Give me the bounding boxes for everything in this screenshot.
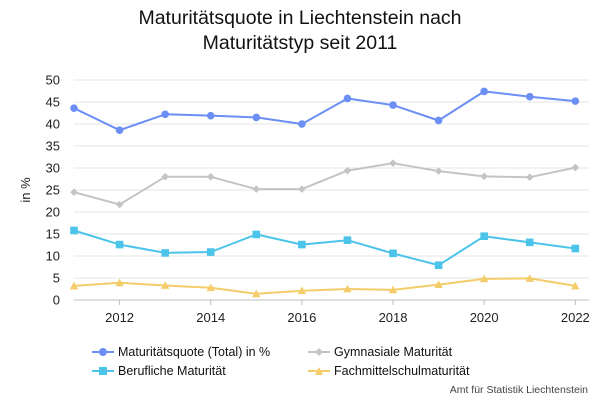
- data-point-2-2015: [252, 230, 261, 239]
- source-credit: Amt für Statistik Liechtenstein: [449, 384, 588, 396]
- data-point-2-2021: [525, 238, 534, 247]
- data-point-3-2022: [571, 281, 580, 290]
- y-tick-label-20: 20: [46, 205, 60, 220]
- data-point-0-2013: [161, 110, 169, 119]
- x-tick-label-2014: 2014: [196, 310, 225, 325]
- data-point-0-2022: [571, 97, 580, 105]
- grid-lines: [74, 79, 589, 301]
- x-tick-label-2016: 2016: [287, 310, 316, 325]
- data-point-2-2013: [161, 249, 169, 257]
- y-tick-label-40: 40: [46, 117, 60, 132]
- chart-title-line-2: Maturitätstyp seit 2011: [202, 32, 398, 54]
- x-axis: 2012 2014 2016 2018 2020 2022: [105, 300, 590, 325]
- data-point-0-2019: [434, 116, 443, 125]
- data-point-3-2015: [252, 289, 261, 298]
- x-tick-label-2020: 2020: [470, 310, 499, 325]
- data-point-2-2011: [70, 226, 78, 235]
- y-axis-title: in %: [18, 177, 33, 203]
- legend-swatch-fachmittelschul: [308, 367, 330, 375]
- data-point-0-2012: [115, 126, 124, 134]
- series-line-1: [73, 162, 576, 206]
- y-tick-label-15: 15: [46, 227, 60, 242]
- data-point-1-2013: [161, 173, 169, 181]
- data-point-2-2017: [343, 236, 352, 244]
- y-tick-label-10: 10: [46, 249, 60, 264]
- data-point-0-2018: [389, 101, 397, 109]
- legend-label-beruflich: Berufliche Maturität: [118, 364, 226, 378]
- data-point-3-2018: [388, 285, 398, 294]
- data-point-3-2016: [297, 286, 307, 295]
- data-point-0-2021: [525, 92, 534, 101]
- data-point-1-2014: [206, 173, 215, 181]
- data-point-0-2016: [298, 120, 306, 128]
- data-point-2-2020: [480, 232, 488, 240]
- data-point-3-2013: [160, 281, 170, 289]
- data-point-1-2016: [298, 185, 306, 193]
- legend-item-gymnasial[interactable]: Gymnasiale Maturität: [308, 345, 452, 359]
- data-point-0-2020: [480, 87, 488, 96]
- legend-item-beruflich[interactable]: Berufliche Maturität: [92, 364, 226, 378]
- chart-title: Maturitätsquote in Liechtenstein nach Ma…: [0, 6, 600, 56]
- data-point-2-2016: [298, 240, 306, 249]
- y-tick-label-0: 0: [53, 293, 60, 308]
- data-point-0-2015: [252, 113, 261, 122]
- series-line-0: [73, 90, 576, 132]
- legend-swatch-gymnasial: [308, 348, 330, 356]
- data-point-1-2018: [389, 159, 397, 167]
- data-point-2-2019: [434, 261, 443, 270]
- legend-label-fachmittelschul: Fachmittelschulmaturität: [334, 364, 470, 378]
- data-point-1-2021: [525, 173, 534, 182]
- y-tick-label-30: 30: [46, 161, 60, 176]
- series-3: [69, 274, 580, 298]
- y-tick-label-35: 35: [46, 139, 60, 154]
- y-tick-label-50: 50: [46, 73, 60, 88]
- x-tick-label-2022: 2022: [561, 310, 590, 325]
- y-tick-label-45: 45: [46, 95, 60, 110]
- x-tick-label-2018: 2018: [379, 310, 408, 325]
- data-point-2-2012: [115, 240, 124, 249]
- series-1: [70, 159, 580, 209]
- legend-item-total[interactable]: Maturitätsquote (Total) in %: [92, 345, 270, 359]
- legend-label-total: Maturitätsquote (Total) in %: [118, 345, 271, 359]
- data-point-2-2014: [206, 248, 215, 256]
- series-0: [70, 87, 580, 134]
- data-point-1-2017: [343, 166, 352, 175]
- legend-label-gymnasial: Gymnasiale Maturität: [334, 345, 453, 359]
- y-tick-label-5: 5: [53, 271, 60, 286]
- data-point-1-2020: [480, 172, 488, 181]
- data-point-3-2012: [115, 278, 124, 287]
- data-point-3-2021: [525, 274, 534, 282]
- legend-item-fachmittelschul[interactable]: Fachmittelschulmaturität: [308, 364, 469, 378]
- x-tick-label-2012: 2012: [105, 310, 134, 325]
- data-point-0-2011: [70, 104, 78, 112]
- series-2: [70, 226, 580, 270]
- data-point-0-2017: [343, 94, 352, 103]
- data-point-2-2018: [389, 249, 397, 258]
- data-point-3-2020: [479, 274, 489, 283]
- series-line-3: [73, 277, 576, 295]
- data-point-1-2015: [252, 185, 261, 193]
- data-point-1-2011: [70, 188, 78, 196]
- series-line-2: [73, 229, 576, 267]
- legend-swatch-total: [92, 348, 114, 356]
- data-point-0-2014: [206, 111, 215, 120]
- data-point-3-2014: [206, 283, 215, 292]
- chart-title-line-1: Maturitätsquote in Liechtenstein nach: [138, 7, 462, 29]
- series-lines: [69, 87, 580, 298]
- data-point-3-2011: [69, 281, 79, 290]
- y-tick-label-25: 25: [46, 183, 60, 198]
- legend-swatch-beruflich: [92, 367, 114, 375]
- data-point-1-2019: [434, 167, 443, 175]
- data-point-1-2022: [571, 163, 580, 172]
- data-point-3-2017: [343, 284, 352, 293]
- y-axis: 0 5 10 15 20 25 30 35 40 45 50: [46, 73, 60, 308]
- data-point-1-2012: [115, 200, 124, 209]
- data-point-3-2019: [434, 280, 443, 288]
- data-point-2-2022: [571, 244, 580, 253]
